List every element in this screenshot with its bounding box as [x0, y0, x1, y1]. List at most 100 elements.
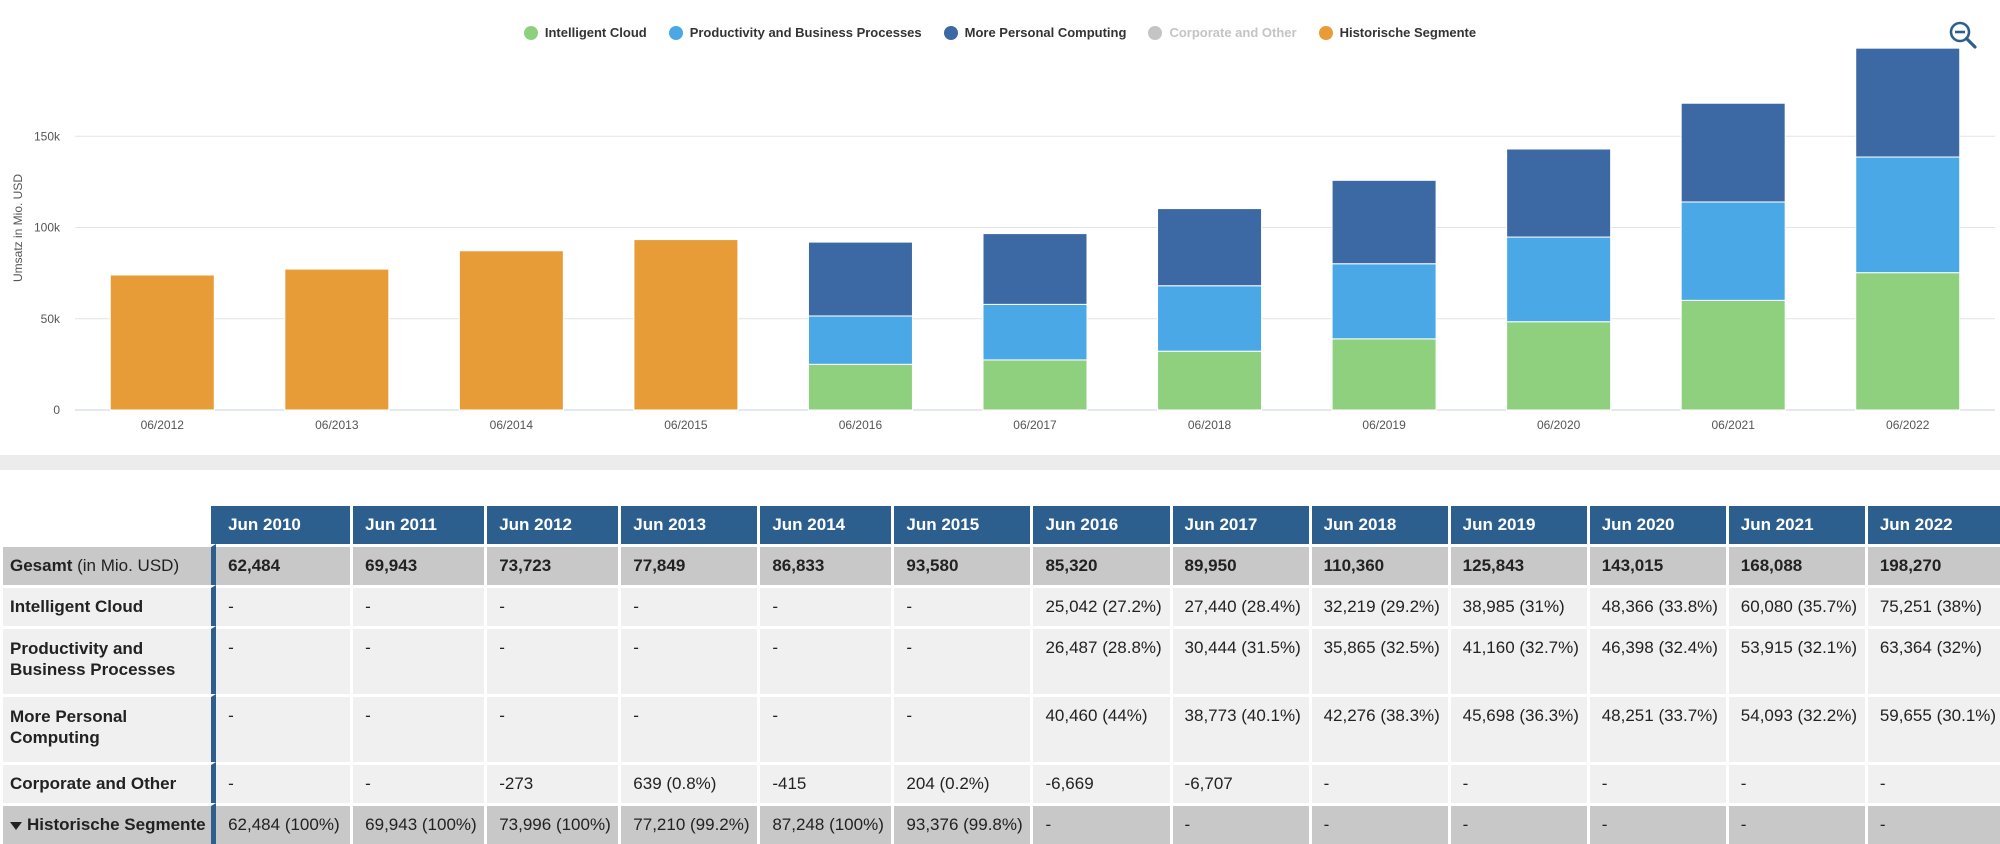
legend-label: Productivity and Business Processes [689, 25, 922, 40]
table-cell: - [350, 694, 485, 762]
table-cell: - [891, 585, 1031, 626]
table-cell: 30,444 (31.5%) [1169, 626, 1309, 694]
column-header[interactable]: Jun 2010 [216, 506, 351, 544]
table-cell: - [216, 762, 351, 803]
legend-item[interactable]: Historische Segmente [1318, 25, 1477, 40]
column-header[interactable]: Jun 2013 [618, 506, 758, 544]
table-cell: - [891, 626, 1031, 694]
table-cell: 54,093 (32.2%) [1725, 694, 1865, 762]
table-cell: 198,270 [1864, 544, 2000, 585]
column-header[interactable]: Jun 2020 [1586, 506, 1726, 544]
table-corner [0, 506, 217, 544]
column-header[interactable]: Jun 2016 [1030, 506, 1170, 544]
bar-segment [1855, 156, 1961, 274]
x-tick-label: 06/2021 [1711, 418, 1755, 432]
table-cell: - [216, 626, 351, 694]
table-cell: 77,210 (99.2%) [618, 803, 758, 844]
table-cell: 48,251 (33.7%) [1586, 694, 1726, 762]
table-cell: 26,487 (28.8%) [1030, 626, 1170, 694]
collapse-triangle-icon[interactable] [10, 821, 22, 830]
bar-segment [1157, 285, 1263, 352]
legend-item[interactable]: More Personal Computing [943, 25, 1126, 40]
y-axis-label: Umsatz in Mio. USD [11, 174, 25, 282]
table-cell: 73,723 [484, 544, 619, 585]
table-cell: 110,360 [1308, 544, 1448, 585]
column-header[interactable]: Jun 2015 [891, 506, 1031, 544]
table-cell: 38,985 (31%) [1447, 585, 1587, 626]
table-cell: 168,088 [1725, 544, 1865, 585]
x-tick-label: 06/2022 [1886, 418, 1930, 432]
legend-label: Historische Segmente [1339, 25, 1477, 40]
y-tick-label: 0 [53, 403, 60, 417]
legend-dot-icon [523, 25, 538, 40]
x-tick-label: 06/2015 [664, 418, 708, 432]
column-header[interactable]: Jun 2017 [1169, 506, 1309, 544]
table-row: More Personal Computing - - - - - -40,460 (44%… [0, 694, 2000, 762]
x-tick-label: 06/2019 [1362, 418, 1406, 432]
bar-segment [1331, 179, 1437, 265]
bar-segment [982, 359, 1088, 411]
bar-segment [1331, 338, 1437, 411]
row-label: More Personal Computing [0, 694, 217, 762]
bar-segment [1680, 299, 1786, 411]
table-cell: -415 [757, 762, 892, 803]
legend-dot-icon [1148, 25, 1163, 40]
bar-segment [807, 241, 913, 317]
bar-segment [807, 363, 913, 411]
zoom-out-icon[interactable] [1948, 20, 1978, 55]
table-cell: - [1169, 803, 1309, 844]
table-cell: 87,248 (100%) [757, 803, 892, 844]
x-tick-label: 06/2017 [1013, 418, 1057, 432]
bar-segment [1157, 350, 1263, 411]
table-cell: 25,042 (27.2%) [1030, 585, 1170, 626]
y-tick-label: 150k [34, 129, 61, 143]
table-row: Productivity and Business Processes - - - - -… [0, 626, 2000, 694]
bar-segment [1680, 201, 1786, 301]
table-cell: 85,320 [1030, 544, 1170, 585]
legend-dot-icon [1318, 25, 1333, 40]
table-row: Historische Segmente 62,484 (100%) 69,943 … [0, 803, 2000, 844]
table-cell: -6,669 [1030, 762, 1170, 803]
column-header[interactable]: Jun 2018 [1308, 506, 1448, 544]
row-label: Intelligent Cloud [0, 585, 217, 626]
row-label[interactable]: Historische Segmente [0, 803, 217, 844]
column-header[interactable]: Jun 2014 [757, 506, 892, 544]
column-header[interactable]: Jun 2011 [350, 506, 485, 544]
table-row: Intelligent Cloud - - - - - -25,042 (27.2%) 27,… [0, 585, 2000, 626]
column-header[interactable]: Jun 2019 [1447, 506, 1587, 544]
table-cell: 27,440 (28.4%) [1169, 585, 1309, 626]
table-cell: -6,707 [1169, 762, 1309, 803]
unit-label: (in Mio. USD) [72, 556, 180, 575]
table-cell: 60,080 (35.7%) [1725, 585, 1865, 626]
table-cell: - [618, 585, 758, 626]
table-cell: - [484, 626, 619, 694]
legend-item[interactable]: Productivity and Business Processes [668, 25, 922, 40]
table-cell: 73,996 (100%) [484, 803, 619, 844]
table-cell: - [618, 694, 758, 762]
table-cell: 59,655 (30.1%) [1864, 694, 2000, 762]
bar-segment [807, 315, 913, 365]
bar-segment [1506, 321, 1612, 411]
column-header[interactable]: Jun 2022 [1864, 506, 2000, 544]
table-cell: - [757, 694, 892, 762]
legend-item[interactable]: Intelligent Cloud [523, 25, 647, 40]
table-cell: 45,698 (36.3%) [1447, 694, 1587, 762]
column-header[interactable]: Jun 2012 [484, 506, 619, 544]
table-cell: - [350, 585, 485, 626]
table-cell: - [350, 762, 485, 803]
row-label: Gesamt (in Mio. USD) [0, 544, 217, 585]
bar-segment [1855, 47, 1961, 158]
table-cell: - [1308, 762, 1448, 803]
table-cell: 48,366 (33.8%) [1586, 585, 1726, 626]
table-cell: 38,773 (40.1%) [1169, 694, 1309, 762]
table-cell: 204 (0.2%) [891, 762, 1031, 803]
bar-segment [284, 268, 390, 411]
table-cell: 32,219 (29.2%) [1308, 585, 1448, 626]
column-header[interactable]: Jun 2021 [1725, 506, 1865, 544]
table-cell: - [1030, 803, 1170, 844]
bar-segment [1331, 263, 1437, 340]
row-label: Productivity and Business Processes [0, 626, 217, 694]
table-cell: - [216, 694, 351, 762]
legend-item[interactable]: Corporate and Other [1148, 25, 1297, 40]
table-cell: 93,376 (99.8%) [891, 803, 1031, 844]
